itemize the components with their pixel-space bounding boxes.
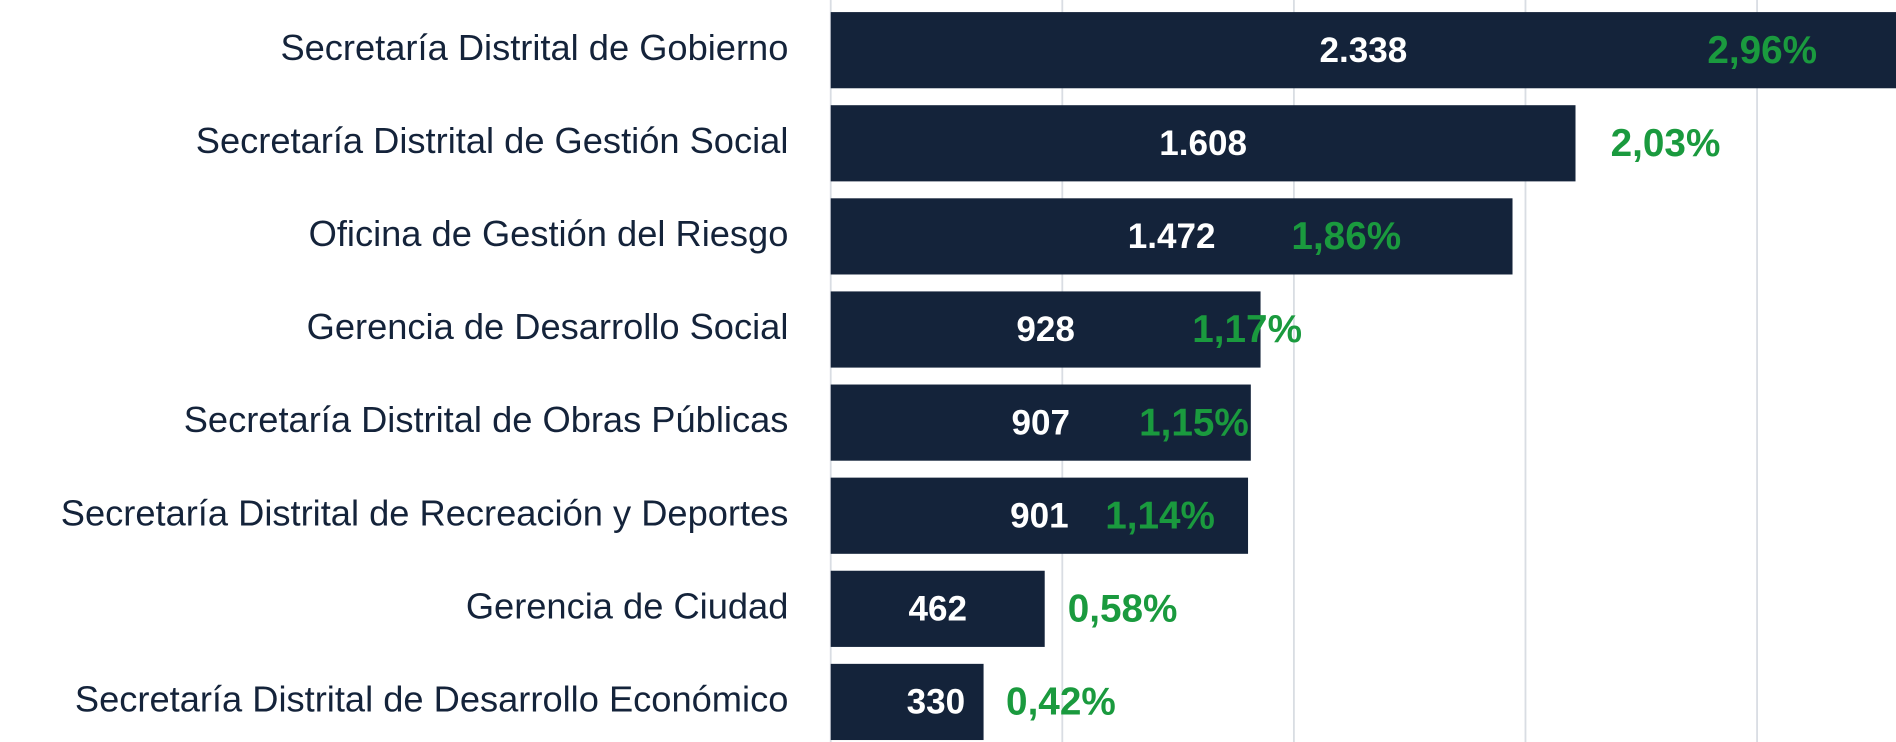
category-label: Secretaría Distrital de Gestión Social [196,120,789,161]
bar [830,12,1896,89]
value-label: 907 [1012,403,1070,442]
value-label: 2.338 [1320,31,1408,70]
bar [830,663,984,741]
percentage-label: 0,58% [1068,587,1178,630]
percentage-label: 2,03% [1611,122,1721,165]
value-label: 1.472 [1128,217,1216,256]
percentage-label: 2,96% [1707,29,1817,72]
category-label: Secretaría Distrital de Desarrollo Econó… [75,679,789,720]
plot-area [829,0,1896,742]
plot-root: Secretaría Distrital de Gobierno 2.338 2,9… [61,0,1896,742]
category-label: Secretaría Distrital de Recreación y Dep… [61,492,789,533]
category-label: Gerencia de Desarrollo Social [307,306,789,347]
category-label: Gerencia de Ciudad [466,585,789,626]
percentage-label: 1,17% [1192,308,1302,351]
value-label: 462 [908,590,966,629]
bar [830,105,1576,182]
bar [830,291,1261,368]
bar [830,570,1045,647]
value-label: 1.608 [1159,124,1247,163]
percentage-label: 1,14% [1105,494,1215,537]
value-label: 901 [1010,496,1068,535]
value-label: 928 [1016,310,1074,349]
percentage-label: 0,42% [1006,681,1116,724]
category-label: Secretaría Distrital de Obras Públicas [184,399,789,440]
category-label: Oficina de Gestión del Riesgo [309,213,789,254]
percentage-label: 1,15% [1139,401,1249,444]
category-label: Secretaría Distrital de Gobierno [280,27,788,68]
bar [830,384,1251,461]
bar [830,477,1249,554]
percentage-label: 1,86% [1291,215,1401,258]
value-label: 330 [907,683,965,722]
bar [830,198,1513,275]
